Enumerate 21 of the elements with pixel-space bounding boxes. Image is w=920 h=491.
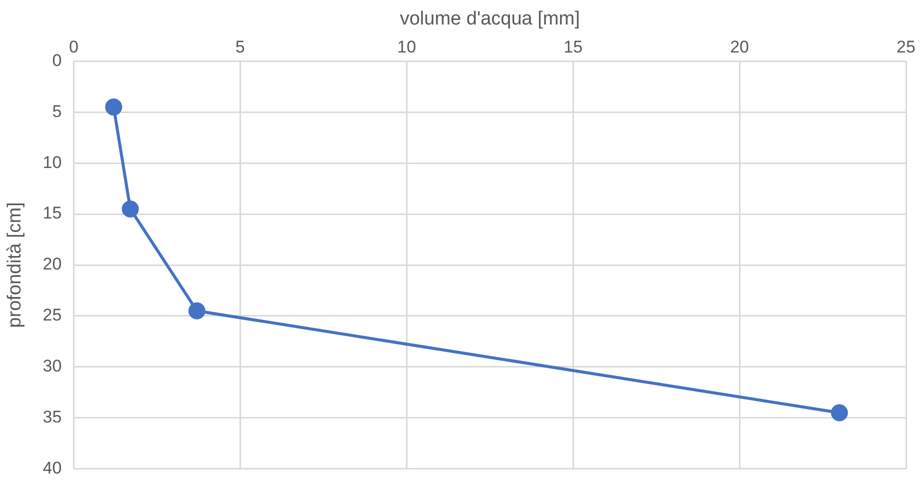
- y-tick-label: 10: [42, 152, 62, 172]
- x-tick-label: 0: [68, 38, 78, 57]
- y-tick-label: 20: [42, 254, 62, 274]
- x-tick-label: 15: [564, 38, 583, 57]
- y-tick-label: 0: [52, 50, 62, 70]
- y-tick-label: 5: [52, 102, 62, 121]
- x-axis-title: volume d'acqua [mm]: [400, 8, 580, 30]
- x-tick-label: 10: [397, 38, 416, 57]
- point: [830, 404, 848, 422]
- x-tick-label: 20: [730, 38, 750, 57]
- y-tick-label: 25: [42, 306, 62, 325]
- y-tick-label: 35: [42, 408, 62, 427]
- y-tick-label: 30: [42, 356, 62, 376]
- x-tick-label: 25: [896, 38, 916, 57]
- x-tick-label: 5: [235, 38, 245, 57]
- point: [122, 200, 139, 218]
- point: [105, 98, 122, 116]
- y-axis-title: profondità [cm]: [4, 202, 26, 328]
- y-tick-label: 15: [42, 204, 62, 223]
- y-tick-label: 40: [42, 458, 62, 478]
- point: [188, 302, 206, 320]
